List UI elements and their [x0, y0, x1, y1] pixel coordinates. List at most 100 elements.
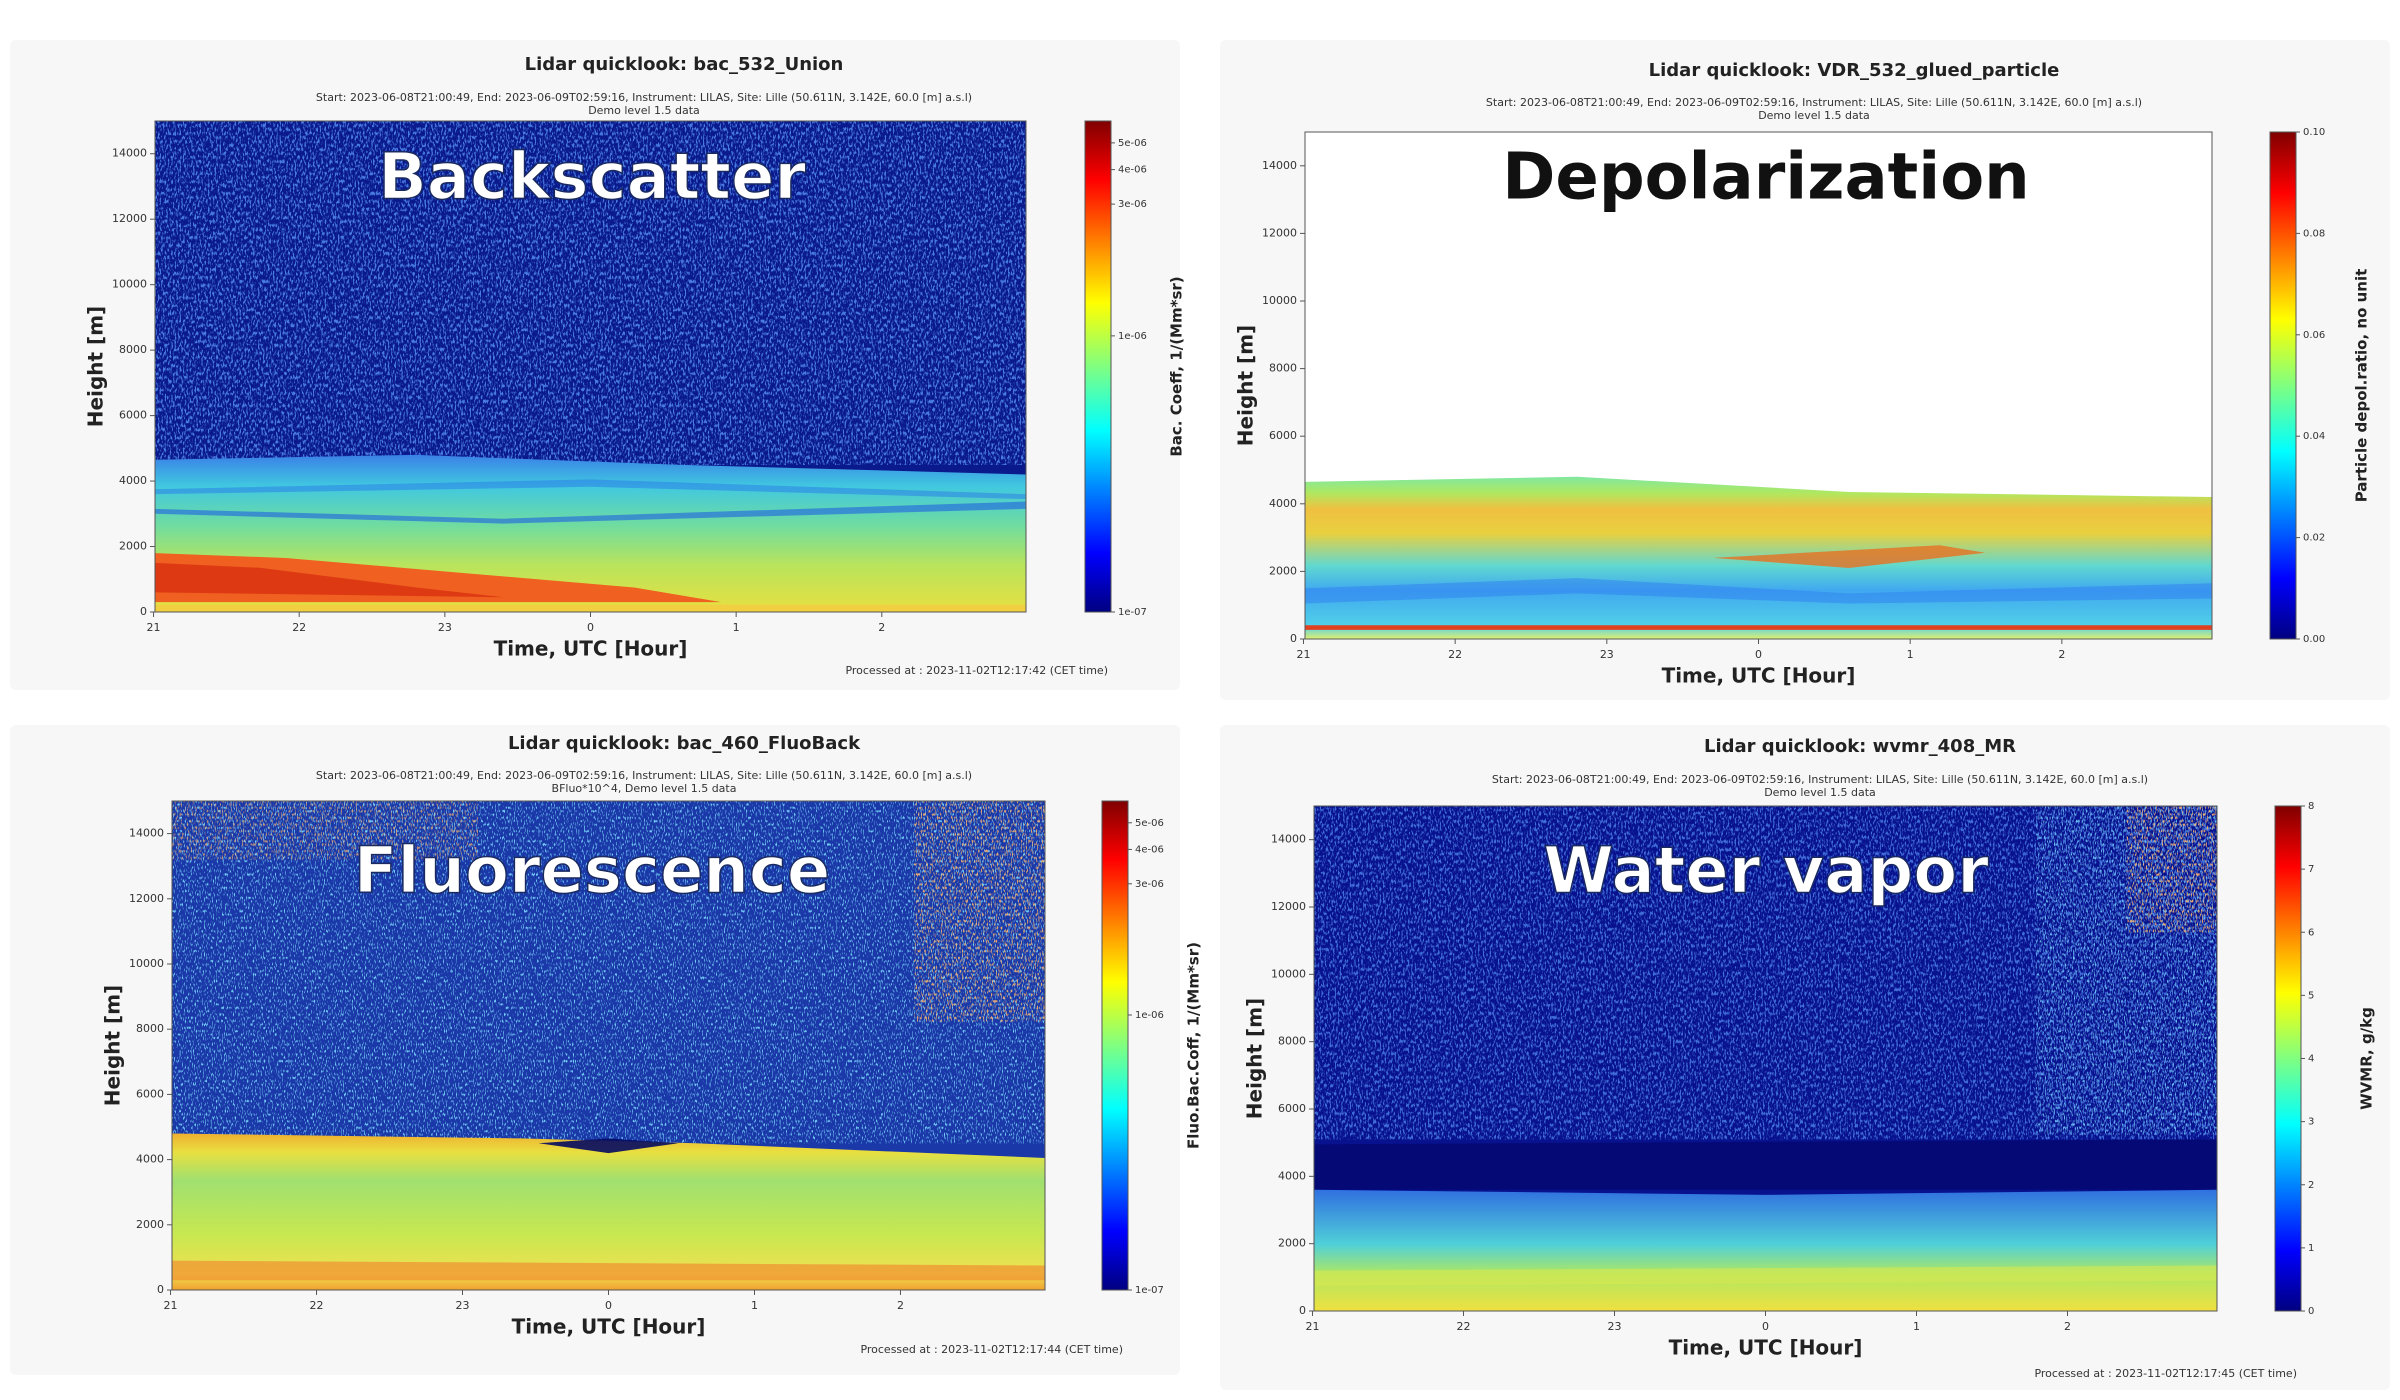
heatmap-layer	[1314, 1189, 2217, 1311]
colorbar-tick-label: 5	[2308, 990, 2314, 1001]
chart-title: Lidar quicklook: bac_460_FluoBack	[508, 733, 861, 754]
x-tick-label: 1	[733, 621, 740, 634]
y-tick-label: 0	[140, 605, 147, 618]
x-axis-label: Time, UTC [Hour]	[1662, 664, 1856, 688]
processed-footer: Processed at : 2023-11-02T12:17:44 (CET …	[860, 1343, 1123, 1356]
y-axis-label: Height [m]	[1234, 325, 1258, 446]
chart-subtitle: Start: 2023-06-08T21:00:49, End: 2023-06…	[316, 91, 972, 104]
processed-footer: Processed at : 2023-11-02T12:17:45 (CET …	[2034, 1367, 2297, 1380]
overlay-label: Fluorescence	[354, 835, 831, 909]
colorbar-tick-label: 1e-07	[1118, 607, 1147, 618]
x-tick-label: 21	[164, 1299, 178, 1312]
colorbar	[2269, 131, 2297, 640]
colorbar-tick-label: 1e-07	[1135, 1285, 1164, 1296]
colorbar-tick-label: 3e-06	[1135, 879, 1164, 890]
x-tick-label: 0	[1762, 1320, 1769, 1333]
chart-subtitle: Start: 2023-06-08T21:00:49, End: 2023-06…	[316, 769, 972, 782]
chart-title: Lidar quicklook: VDR_532_glued_particle	[1649, 60, 2060, 81]
x-tick-label: 0	[605, 1299, 612, 1312]
y-tick-label: 6000	[1269, 429, 1297, 442]
y-tick-label: 4000	[136, 1153, 164, 1166]
colorbar-tick-label: 0.04	[2303, 431, 2325, 442]
heatmap-layer	[155, 479, 1026, 500]
y-axis-label: Height [m]	[101, 985, 125, 1106]
colorbar-tick-label: 0	[2308, 1306, 2314, 1317]
colorbar	[2274, 805, 2302, 1312]
x-tick-label: 1	[751, 1299, 758, 1312]
colorbar-tick-label: 7	[2308, 864, 2314, 875]
chart-title: Lidar quicklook: bac_532_Union	[525, 54, 844, 75]
chart-subtitle: Start: 2023-06-08T21:00:49, End: 2023-06…	[1486, 96, 2142, 109]
heatmap-layer	[538, 1138, 679, 1154]
x-tick-label: 1	[1913, 1320, 1920, 1333]
x-tick-label: 23	[1607, 1320, 1621, 1333]
y-tick-label: 8000	[136, 1022, 164, 1035]
heatmap-layer	[155, 604, 1026, 612]
y-tick-label: 0	[1290, 632, 1297, 645]
y-tick-label: 10000	[129, 957, 164, 970]
y-tick-label: 6000	[119, 409, 147, 422]
y-tick-label: 0	[1299, 1304, 1306, 1317]
heatmap-field	[155, 121, 1026, 612]
x-tick-label: 0	[587, 621, 594, 634]
colorbar-label: WVMR, g/kg	[2358, 1007, 2376, 1110]
x-tick-label: 21	[1305, 1320, 1319, 1333]
overlay-label: Backscatter	[378, 141, 806, 215]
x-tick-label: 22	[1448, 648, 1462, 661]
x-tick-label: 21	[147, 621, 161, 634]
x-axis-label: Time, UTC [Hour]	[512, 1315, 706, 1339]
heatmap-noise	[914, 801, 1045, 1022]
heatmap-field	[172, 801, 1045, 1290]
heatmap-field	[1305, 132, 2212, 639]
colorbar-tick-label: 4e-06	[1118, 165, 1147, 176]
heatmap-layer	[1713, 545, 1986, 569]
colorbar-tick-label: 0.00	[2303, 634, 2325, 645]
y-tick-label: 2000	[119, 540, 147, 553]
colorbar	[1101, 800, 1129, 1291]
y-tick-label: 10000	[1262, 294, 1297, 307]
colorbar-tick-label: 0.08	[2303, 228, 2325, 239]
colorbar-tick-label: 4e-06	[1135, 844, 1164, 855]
y-tick-label: 4000	[1269, 497, 1297, 510]
y-tick-label: 14000	[129, 827, 164, 840]
x-tick-label: 0	[1755, 648, 1762, 661]
chart-subtitle: BFluo*10^4, Demo level 1.5 data	[552, 782, 737, 795]
colorbar-tick-label: 6	[2308, 927, 2314, 938]
heatmap-layer	[1314, 1265, 2217, 1286]
x-tick-label: 22	[310, 1299, 324, 1312]
colorbar-label: Fluo.Bac.Coff, 1/(Mm*sr)	[1185, 942, 1203, 1149]
y-tick-label: 6000	[1278, 1102, 1306, 1115]
x-tick-label: 22	[1456, 1320, 1470, 1333]
y-tick-label: 4000	[119, 474, 147, 487]
chart-subtitle: Start: 2023-06-08T21:00:49, End: 2023-06…	[1492, 773, 2148, 786]
colorbar-tick-label: 1e-06	[1135, 1010, 1164, 1021]
overlay-label: Water vapor	[1543, 835, 1989, 909]
colorbar	[1084, 120, 1112, 613]
colorbar-tick-label: 1e-06	[1118, 331, 1147, 342]
y-tick-label: 12000	[1262, 226, 1297, 239]
heatmap-layer	[1305, 578, 2212, 604]
heatmap-layer	[172, 1260, 1045, 1281]
chart-subtitle: Demo level 1.5 data	[588, 104, 700, 117]
y-axis-label: Height [m]	[84, 306, 108, 427]
chart-subtitle: Demo level 1.5 data	[1758, 109, 1870, 122]
colorbar-tick-label: 0.10	[2303, 127, 2325, 138]
x-tick-label: 2	[897, 1299, 904, 1312]
heatmap-field	[1314, 806, 2217, 1311]
y-tick-label: 10000	[1271, 967, 1306, 980]
x-axis-label: Time, UTC [Hour]	[1669, 1336, 1863, 1360]
heatmap-layer	[172, 1133, 1045, 1290]
y-tick-label: 12000	[1271, 900, 1306, 913]
y-tick-label: 14000	[1271, 833, 1306, 846]
y-tick-label: 14000	[112, 147, 147, 160]
x-tick-label: 1	[1907, 648, 1914, 661]
colorbar-tick-label: 1	[2308, 1243, 2314, 1254]
heatmap-layer	[155, 562, 504, 598]
heatmap-layer	[1314, 1139, 2217, 1190]
y-tick-label: 8000	[1269, 362, 1297, 375]
x-tick-label: 22	[292, 621, 306, 634]
heatmap-noise	[172, 801, 478, 860]
x-tick-label: 2	[2064, 1320, 2071, 1333]
y-tick-label: 10000	[112, 278, 147, 291]
